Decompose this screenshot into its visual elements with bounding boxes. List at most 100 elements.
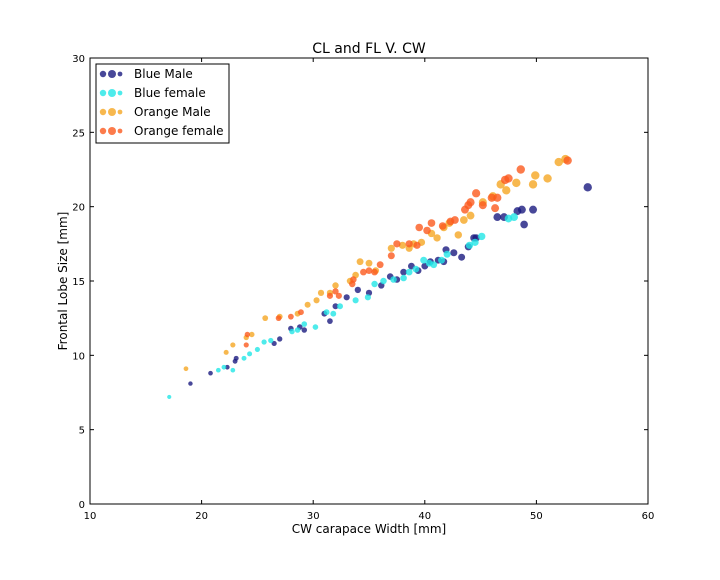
orange-female-point (387, 252, 395, 260)
orange-female-point (438, 222, 447, 230)
blue-female-point (336, 303, 343, 310)
blue-female-point (390, 276, 397, 283)
legend-label-orange-male: Orange Male (134, 105, 211, 119)
orange-male-point (230, 342, 236, 348)
blue-male-point (301, 327, 308, 333)
orange-female-point (376, 261, 384, 269)
orange-female-point (451, 216, 459, 224)
legend-marker-orange-male (117, 109, 123, 115)
x-axis-ticks: 10 20 30 40 50 60 (84, 58, 655, 522)
blue-male-point (233, 355, 239, 361)
data-points (167, 154, 592, 400)
orange-male-point (466, 211, 475, 220)
x-tick-label: 60 (642, 511, 655, 522)
orange-male-point (433, 234, 441, 242)
legend-marker-orange-female (108, 127, 116, 135)
orange-female-point (332, 288, 339, 295)
orange-male-point (398, 241, 407, 249)
orange-male-point (249, 331, 255, 338)
orange-female-point (350, 276, 357, 283)
blue-female-point (420, 256, 428, 264)
blue-male-point (188, 381, 193, 386)
legend-marker-blue-female (108, 89, 116, 97)
blue-female-point (241, 355, 247, 361)
orange-female-point (415, 223, 424, 232)
y-tick-label: 25 (72, 128, 85, 139)
legend: Blue Male Blue female Orange Male Orange fe… (95, 63, 230, 144)
orange-female-point (335, 292, 342, 299)
blue-male-point (343, 294, 350, 301)
blue-female-point (371, 280, 378, 288)
y-tick-label: 5 (79, 426, 85, 437)
blue-female-point (430, 261, 438, 269)
orange-female-point (326, 292, 334, 299)
orange-female-point (393, 240, 401, 248)
blue-female-point (478, 232, 486, 241)
orange-female-point (466, 198, 475, 207)
legend-label-orange-female: Orange female (134, 124, 224, 138)
blue-female-point (465, 241, 474, 249)
orange-male-point (554, 157, 563, 167)
orange-male-point (528, 180, 538, 189)
blue-male-point (208, 370, 213, 376)
blue-female-point (215, 367, 221, 373)
orange-female-point (365, 267, 373, 274)
blue-female-point (261, 339, 267, 345)
legend-label-blue-male: Blue Male (134, 67, 193, 81)
blue-female-point (294, 327, 301, 333)
orange-male-point (454, 231, 462, 239)
y-tick-label: 10 (72, 351, 85, 362)
blue-male-point (354, 286, 361, 294)
orange-male-point (262, 315, 269, 322)
orange-female-point (413, 241, 421, 249)
chart-title: CL and FL V. CW (312, 41, 426, 57)
orange-male-point (356, 258, 364, 266)
blue-male-point (277, 336, 283, 342)
orange-female-point (405, 240, 413, 248)
orange-female-point (491, 204, 500, 213)
blue-female-point (471, 238, 479, 246)
legend-marker-blue-male (117, 71, 123, 77)
orange-male-point (502, 186, 511, 195)
legend-marker-orange-male (99, 108, 107, 116)
legend-marker-orange-female (99, 127, 107, 135)
legend-label-blue-female: Blue female (134, 86, 206, 100)
blue-female-point (221, 364, 227, 370)
blue-female-point (364, 294, 371, 301)
x-tick-label: 20 (195, 511, 208, 522)
x-tick-label: 40 (418, 511, 431, 522)
orange-male-point (183, 366, 189, 372)
legend-marker-blue-female (117, 90, 123, 96)
blue-female-point (400, 274, 407, 282)
blue-female-point (254, 346, 260, 352)
orange-female-point (563, 156, 572, 165)
blue-male-point (224, 364, 230, 370)
orange-female-point (423, 226, 431, 235)
x-tick-label: 50 (530, 511, 543, 522)
blue-female-point (412, 265, 420, 273)
orange-female-point (243, 342, 249, 348)
orange-female-point (472, 189, 481, 198)
blue-female-point (289, 328, 295, 335)
orange-female-point (504, 174, 513, 183)
legend-marker-orange-female (117, 128, 123, 134)
y-tick-label: 20 (72, 203, 85, 214)
blue-male-point (400, 268, 407, 276)
blue-female-point (167, 394, 172, 400)
orange-female-point (493, 193, 502, 202)
blue-male-point (458, 253, 466, 261)
y-tick-label: 0 (79, 500, 85, 511)
orange-male-point (387, 244, 395, 252)
blue-male-point (520, 220, 528, 229)
blue-male-point (450, 249, 458, 257)
orange-male-point (365, 259, 373, 267)
blue-male-point (493, 213, 502, 221)
orange-male-point (332, 282, 339, 289)
blue-male-point (327, 318, 333, 324)
blue-male-point (332, 303, 339, 310)
blue-female-point (323, 309, 330, 316)
legend-marker-blue-male (99, 70, 107, 78)
orange-male-point (317, 289, 325, 297)
orange-female-point (360, 268, 367, 276)
